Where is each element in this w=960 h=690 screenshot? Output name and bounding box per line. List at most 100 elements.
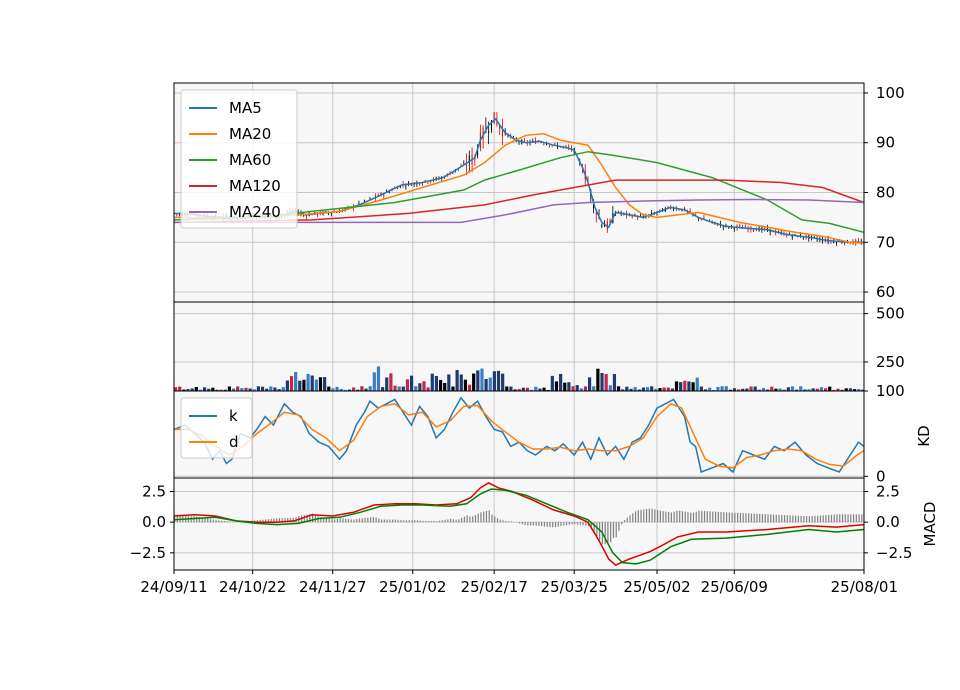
volume-bar: [331, 388, 335, 391]
macd-histogram-bar: [714, 511, 717, 523]
ytick-label-macd-left: 0.0: [142, 513, 166, 531]
ytick-label-macd-left: 2.5: [142, 482, 166, 500]
macd-histogram-bar: [477, 513, 479, 523]
macd-histogram-bar: [375, 517, 377, 523]
macd-histogram-bar: [510, 521, 512, 523]
legend-label-ma240: MA240: [229, 203, 281, 221]
volume-bar: [674, 381, 679, 391]
volume-bar: [836, 388, 840, 391]
candle-body: [711, 220, 713, 222]
candle-body: [408, 182, 410, 184]
macd-histogram-bar: [361, 518, 363, 523]
volume-bar: [368, 386, 372, 391]
candle-body: [463, 163, 465, 165]
volume-bar: [592, 386, 596, 391]
macd-histogram-bar: [389, 519, 391, 523]
volume-bar: [848, 388, 853, 391]
ytick-label-price: 100: [876, 84, 905, 102]
volume-bar: [670, 388, 674, 391]
macd-histogram-bar: [673, 511, 675, 523]
volume-bar: [559, 373, 563, 391]
macd-histogram-bar: [381, 519, 383, 523]
macd-histogram-bar: [585, 522, 587, 526]
macd-histogram-bar: [717, 511, 719, 523]
macd-line-1: [173, 488, 865, 565]
macd-histogram-bar: [278, 518, 281, 523]
volume-bar: [231, 388, 236, 391]
macd-histogram-bar: [212, 519, 214, 523]
macd-histogram-bar: [684, 511, 686, 523]
volume-bar: [637, 389, 641, 391]
macd-histogram-bar: [593, 522, 595, 533]
macd-histogram-bar: [201, 517, 203, 523]
macd-histogram-bar: [657, 510, 659, 523]
macd-histogram-bar: [709, 511, 711, 523]
macd-line-0: [173, 482, 865, 566]
candle-body: [753, 229, 755, 231]
candle-body: [766, 227, 768, 231]
volume-bar: [563, 382, 567, 391]
ma-line-ma20: [173, 133, 865, 245]
price-legend: [180, 89, 298, 229]
macd-histogram-bar: [698, 510, 700, 523]
volume-bar: [174, 387, 178, 391]
candle-body: [609, 220, 611, 223]
candle-body: [435, 177, 437, 179]
candle-body: [824, 240, 826, 242]
macd-histogram-bar: [668, 512, 670, 523]
macd-histogram-bar: [861, 514, 863, 523]
volume-bar: [285, 380, 289, 391]
macd-histogram-bar: [852, 514, 855, 523]
macd-histogram-bar: [207, 518, 209, 523]
volume-bar: [691, 382, 695, 391]
macd-histogram-bar: [618, 522, 620, 531]
candle-body: [623, 212, 625, 214]
candle-body: [628, 213, 630, 215]
macd-histogram-bar: [792, 515, 794, 523]
macd-histogram-bar: [461, 517, 463, 523]
macd-histogram-bar: [472, 516, 474, 523]
macd-histogram-bar: [328, 518, 330, 523]
macd-histogram-bar: [582, 522, 584, 526]
candle-body: [419, 183, 421, 185]
macd-histogram-bar: [778, 514, 780, 523]
candle-body: [499, 125, 501, 129]
volume-bar: [608, 385, 612, 391]
volume-bar: [616, 386, 621, 391]
volume-bar: [583, 386, 588, 391]
macd-histogram-bar: [444, 519, 446, 523]
volume-bar: [227, 386, 232, 391]
macd-histogram-bar: [637, 510, 639, 523]
macd-histogram-bar: [701, 510, 703, 523]
macd-histogram-bar: [483, 511, 485, 523]
macd-histogram-bar: [485, 511, 488, 523]
xtick-label: 24/11/27: [299, 578, 366, 596]
volume-bar: [861, 389, 865, 391]
macd-histogram-bar: [463, 516, 465, 523]
candle-body: [369, 198, 371, 200]
volume-bar: [786, 387, 790, 391]
candle-body: [700, 218, 702, 220]
macd-histogram-bar: [535, 522, 537, 526]
volume-bar: [323, 377, 327, 391]
candle-body: [802, 237, 804, 239]
macd-histogram-bar: [772, 514, 775, 523]
volume-bar: [538, 388, 542, 391]
macd-histogram-bar: [756, 513, 758, 523]
volume-bar: [492, 371, 496, 391]
macd-histogram-bar: [858, 514, 860, 523]
volume-bar: [550, 375, 554, 391]
volume-bar: [513, 389, 517, 391]
volume-bar: [190, 388, 194, 391]
macd-histogram-bar: [436, 521, 438, 523]
macd-histogram-bar: [808, 516, 810, 523]
macd-histogram-bar: [314, 514, 316, 523]
volume-bar: [612, 373, 617, 391]
volume-bar: [302, 379, 306, 391]
candle-body: [714, 221, 716, 223]
macd-histogram-bar: [841, 514, 844, 523]
macd-histogram-bar: [502, 520, 504, 523]
volume-bar: [281, 387, 285, 391]
macd-histogram-bar: [306, 514, 308, 523]
macd-histogram-bar: [692, 512, 695, 523]
